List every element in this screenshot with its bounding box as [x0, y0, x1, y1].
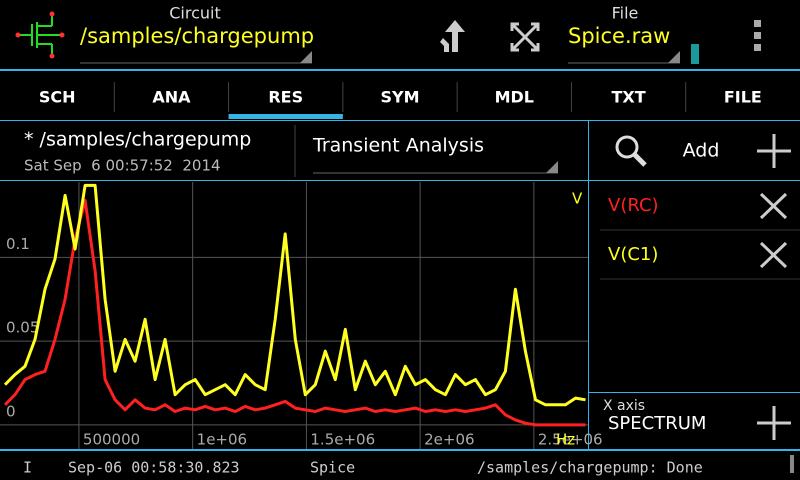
y-tick-label: 0 [6, 402, 16, 420]
remove-trace-button[interactable] [759, 192, 788, 220]
dropdown-arrow [300, 51, 312, 63]
x-axis-selection[interactable]: SPECTRUM [608, 413, 706, 434]
app-icon[interactable] [15, 11, 65, 59]
remove-trace-button[interactable] [759, 241, 788, 269]
status-text: Spice [310, 459, 355, 477]
divider [0, 449, 800, 451]
icon-stroke [759, 192, 788, 220]
add-label[interactable]: Add [683, 140, 720, 162]
search-button[interactable] [615, 135, 647, 167]
status-indicator [691, 44, 699, 64]
tab-indicator [228, 114, 343, 119]
y-tick-label: 0.1 [6, 235, 30, 253]
series-line [3, 198, 586, 427]
status-bar: I Sep-06 00:58:30.823 Spice/samples/charge… [23, 459, 703, 477]
divider [0, 120, 800, 121]
x-tick-label: 1.5e+06 [310, 431, 375, 449]
plot: 0 0.05 0.1 500000 1e+06 1.5e+06 2e+06 2.5e+06 [0, 182, 603, 450]
legend-entry[interactable]: V(C1) [608, 244, 658, 265]
file-dropdown[interactable]: Spice.raw [568, 24, 670, 48]
divider [0, 69, 800, 71]
scroll-indicator [790, 455, 794, 473]
x-tick-label: 2e+06 [424, 431, 474, 449]
tab[interactable]: ANA [152, 88, 191, 107]
status-text: I [23, 459, 32, 477]
navigate-button[interactable] [440, 20, 465, 52]
icon-stroke [759, 241, 788, 269]
tab[interactable]: TXT [611, 88, 645, 107]
tab[interactable]: FILE [724, 88, 762, 107]
status-text: /samples/chargepump: Done [477, 459, 703, 477]
circuit-label: Circuit [169, 4, 221, 23]
fullscreen-button[interactable] [510, 22, 540, 52]
tab[interactable]: SYM [380, 88, 419, 107]
tab[interactable]: MDL [495, 88, 534, 107]
divider [0, 180, 800, 181]
divider [588, 392, 800, 393]
x-axis-panel-label: X axis [603, 398, 645, 414]
circuit-dropdown[interactable]: /samples/chargepump [80, 24, 314, 48]
divider [588, 120, 589, 450]
tab-bar: SCH ANA RES SYM MDL TXT FILE [39, 82, 762, 119]
dropdown-arrow [668, 51, 680, 63]
file-label: File [612, 4, 639, 23]
add-button[interactable] [757, 134, 791, 168]
tab[interactable]: SCH [39, 88, 76, 107]
x-tick-label: 500000 [83, 431, 140, 449]
x-tick-label: 1e+06 [197, 431, 247, 449]
trace-list: V(RC) V(C1) [600, 192, 800, 280]
status-text: Sep-06 00:58:30.823 [68, 459, 240, 477]
dropdown-arrow [546, 161, 558, 173]
legend-entry[interactable]: V(RC) [608, 195, 659, 216]
y-tick-label: 0.05 [6, 319, 39, 337]
x-axis-add-button[interactable] [757, 406, 791, 440]
y-axis-unit: V [572, 190, 583, 208]
analysis-dropdown[interactable]: Transient Analysis [312, 135, 484, 157]
tab[interactable]: RES [268, 88, 303, 107]
menu-button[interactable] [754, 20, 761, 51]
series-line [3, 183, 586, 407]
run-date: Sat Sep 6 00:57:52 2014 [24, 157, 221, 175]
x-axis-unit: Hz [556, 431, 575, 449]
x-tick-label: 2.5e+06 [538, 431, 603, 449]
circuit-path: * /samples/chargepump [24, 129, 251, 151]
